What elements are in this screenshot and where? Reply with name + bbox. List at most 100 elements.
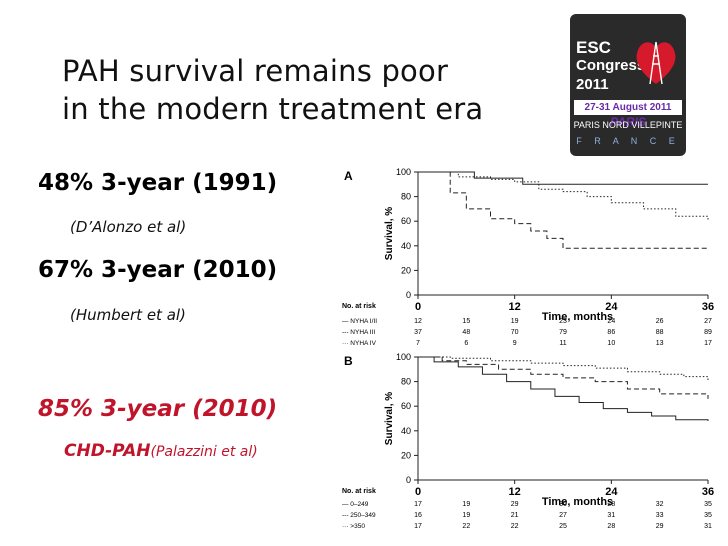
citation-palazzini: (Palazzini et al) — [150, 444, 258, 460]
risk-value: 35 — [704, 501, 712, 508]
y-tick-label: 40 — [401, 426, 411, 436]
risk-value: 25 — [559, 523, 567, 530]
survival-curve-dotted — [418, 356, 709, 382]
risk-value: 27 — [704, 318, 712, 325]
x-tick-label: 12 — [509, 486, 521, 498]
chd-pah-label: CHD-PAH — [64, 441, 151, 461]
risk-value: 28 — [607, 523, 615, 530]
risk-value: 9 — [513, 340, 517, 347]
citation-dalonzo: (D’Alonzo et al) — [70, 218, 187, 236]
risk-value: 11 — [559, 340, 566, 347]
risk-value: 30 — [559, 501, 567, 508]
risk-row-label: --- NYHA III — [342, 329, 375, 336]
y-tick-label: 20 — [401, 450, 411, 460]
risk-value: 21 — [511, 512, 519, 519]
risk-value: 6 — [464, 340, 468, 347]
risk-value: 88 — [656, 329, 664, 336]
survival-figure: A 0 20 40 60 80 100 0 12 24 36 Time, months Survival… — [336, 160, 726, 536]
chd-pah-line: CHD-PAH(Palazzini et al) — [64, 441, 258, 461]
y-axis-title: Survival, % — [384, 207, 395, 260]
x-tick-label: 36 — [702, 486, 714, 498]
risk-value: 12 — [414, 318, 422, 325]
x-tick-label: 12 — [509, 301, 521, 313]
y-tick-label: 20 — [401, 265, 411, 275]
risk-value: 37 — [414, 329, 422, 336]
x-tick-label: 0 — [415, 486, 421, 498]
slide-title: PAH survival remains poor in the modern … — [62, 52, 483, 128]
panel-label: A — [344, 169, 353, 183]
risk-value: 19 — [511, 318, 519, 325]
risk-value: 17 — [414, 501, 422, 508]
x-axis-title: Time, months — [542, 311, 613, 323]
risk-value: 7 — [416, 340, 420, 347]
risk-value: 17 — [704, 340, 712, 347]
panel-label: B — [344, 354, 353, 368]
risk-value: 16 — [414, 512, 422, 519]
risk-row-label: — 0–249 — [342, 501, 369, 508]
risk-value: 23 — [559, 318, 567, 325]
logo-year-text: 2011 — [576, 76, 609, 93]
risk-value: 32 — [656, 501, 664, 508]
risk-row-label: ··· >350 — [342, 523, 365, 530]
risk-value: 19 — [462, 512, 470, 519]
risk-row-label: ··· NYHA IV — [342, 340, 377, 347]
risk-table-title: No. at risk — [342, 488, 376, 495]
logo-venue: PARIS NORD VILLEPINTE — [573, 120, 683, 130]
risk-value: 28 — [607, 501, 615, 508]
stat-1991: 48% 3-year (1991) — [38, 170, 278, 196]
title-line-1: PAH survival remains poor — [62, 54, 449, 88]
y-tick-label: 80 — [401, 192, 411, 202]
risk-value: 86 — [607, 329, 615, 336]
risk-value: 13 — [656, 340, 664, 347]
y-axis-title: Survival, % — [384, 392, 395, 445]
risk-value: 31 — [704, 523, 712, 530]
risk-value: 15 — [462, 318, 470, 325]
y-tick-label: 0 — [406, 475, 411, 485]
logo-congress-text: Congress — [576, 57, 646, 74]
logo-country: F R A N C E — [576, 136, 680, 146]
y-tick-label: 40 — [401, 241, 411, 251]
risk-value: 26 — [656, 318, 664, 325]
y-tick-label: 80 — [401, 377, 411, 387]
stat-2010-chd-pah: 85% 3-year (2010) — [38, 396, 278, 422]
x-tick-label: 24 — [605, 301, 618, 313]
x-tick-label: 36 — [702, 301, 714, 313]
risk-value: 31 — [607, 512, 615, 519]
risk-value: 29 — [656, 523, 664, 530]
risk-value: 48 — [462, 329, 470, 336]
stat-2010-humbert: 67% 3-year (2010) — [38, 257, 278, 283]
esc-congress-logo: ESC Congress 2011 27-31 August 2011 PARI… — [570, 14, 686, 156]
x-axis-title: Time, months — [542, 496, 613, 508]
risk-value: 35 — [704, 512, 712, 519]
y-tick-label: 100 — [396, 352, 411, 362]
risk-row-label: --- 250–349 — [342, 512, 376, 519]
risk-value: 29 — [511, 501, 519, 508]
risk-value: 24 — [607, 318, 615, 325]
logo-dates: 27-31 August 2011 PARIS — [574, 100, 682, 129]
risk-row-label: — NYHA I/II — [342, 318, 377, 325]
citation-humbert: (Humbert et al) — [70, 306, 186, 324]
risk-value: 22 — [462, 523, 470, 530]
survival-curve-solid — [418, 356, 709, 421]
risk-value: 79 — [559, 329, 567, 336]
y-tick-label: 100 — [396, 167, 411, 177]
survival-curve-dotted — [418, 171, 709, 222]
y-tick-label: 60 — [401, 216, 411, 226]
risk-value: 33 — [656, 512, 664, 519]
risk-value: 19 — [462, 501, 470, 508]
x-tick-label: 0 — [415, 301, 421, 313]
survival-curve-dashed — [418, 356, 709, 399]
risk-value: 27 — [559, 512, 567, 519]
x-tick-label: 24 — [605, 486, 618, 498]
logo-city: PARIS — [610, 115, 646, 129]
survival-curve-dashed — [418, 171, 708, 249]
survival-curve-solid — [418, 171, 708, 185]
risk-value: 17 — [414, 523, 422, 530]
heart-eiffel-icon — [636, 41, 676, 85]
title-line-2: in the modern treatment era — [62, 92, 484, 126]
risk-value: 10 — [607, 340, 615, 347]
risk-value: 89 — [704, 329, 712, 336]
y-tick-label: 60 — [401, 401, 411, 411]
risk-value: 70 — [511, 329, 519, 336]
